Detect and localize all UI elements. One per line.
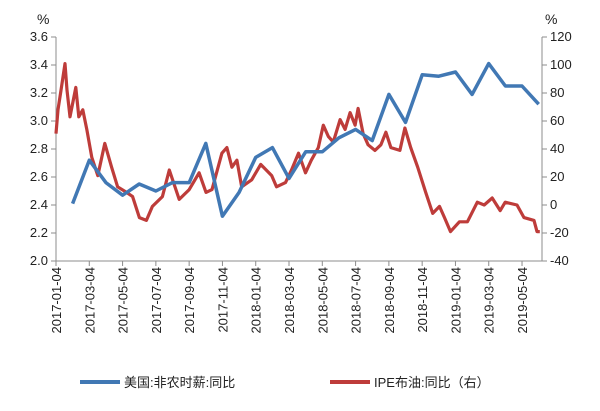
right-tick-label: -20 — [550, 225, 569, 240]
x-tick-label: 2017-05-04 — [116, 267, 131, 334]
x-tick-label: 2018-05-04 — [315, 267, 330, 334]
x-tick-label: 2019-03-04 — [482, 267, 497, 334]
left-tick-label: 3.2 — [30, 85, 48, 100]
left-tick-label: 2.8 — [30, 141, 48, 156]
left-tick-label: 3.4 — [30, 57, 48, 72]
x-tick-label: 2018-01-04 — [249, 267, 264, 334]
x-tick-label: 2018-03-04 — [282, 267, 297, 334]
right-tick-label: 40 — [550, 141, 564, 156]
wage-yoy-line — [70, 61, 540, 218]
right-tick-label: 120 — [550, 29, 572, 44]
plot-lines — [54, 61, 540, 234]
x-tick-label: 2019-05-04 — [515, 267, 530, 334]
right-tick-label: 100 — [550, 57, 572, 72]
legend-label-wage: 美国:非农时薪:同比 — [124, 375, 235, 390]
axes: 2.0 2.2 2.4 2.6 2.8 3.0 3.2 3.4 3.6 -40 -20 0 20 40 60… — [30, 29, 572, 334]
left-tick-label: 2.4 — [30, 197, 48, 212]
right-tick-label: 80 — [550, 85, 564, 100]
x-tick-label: 2018-11-04 — [415, 267, 430, 333]
right-tick-label: 60 — [550, 113, 564, 128]
left-axis-unit: % — [37, 11, 49, 27]
legend: 美国:非农时薪:同比 IPE布油:同比（右） — [80, 375, 490, 390]
legend-label-oil: IPE布油:同比（右） — [374, 375, 490, 390]
x-tick-label: 2019-01-04 — [448, 267, 463, 334]
right-tick-label: 0 — [550, 197, 557, 212]
x-tick-label: 2017-03-04 — [82, 267, 97, 334]
x-tick-label: 2017-07-04 — [149, 267, 164, 334]
right-tick-label: 20 — [550, 169, 564, 184]
x-tick-label: 2017-09-04 — [182, 267, 197, 334]
left-tick-label: 3.6 — [30, 29, 48, 44]
left-tick-label: 2.0 — [30, 253, 48, 268]
x-tick-label: 2017-01-04 — [49, 267, 64, 334]
left-tick-label: 3.0 — [30, 113, 48, 128]
x-tick-label: 2018-07-04 — [349, 267, 364, 334]
x-tick-label: 2017-11-04 — [215, 267, 230, 333]
left-tick-label: 2.2 — [30, 225, 48, 240]
left-tick-label: 2.6 — [30, 169, 48, 184]
x-tick-label: 2018-09-04 — [382, 267, 397, 334]
right-axis-unit: % — [545, 11, 557, 27]
right-tick-label: -40 — [550, 253, 569, 268]
